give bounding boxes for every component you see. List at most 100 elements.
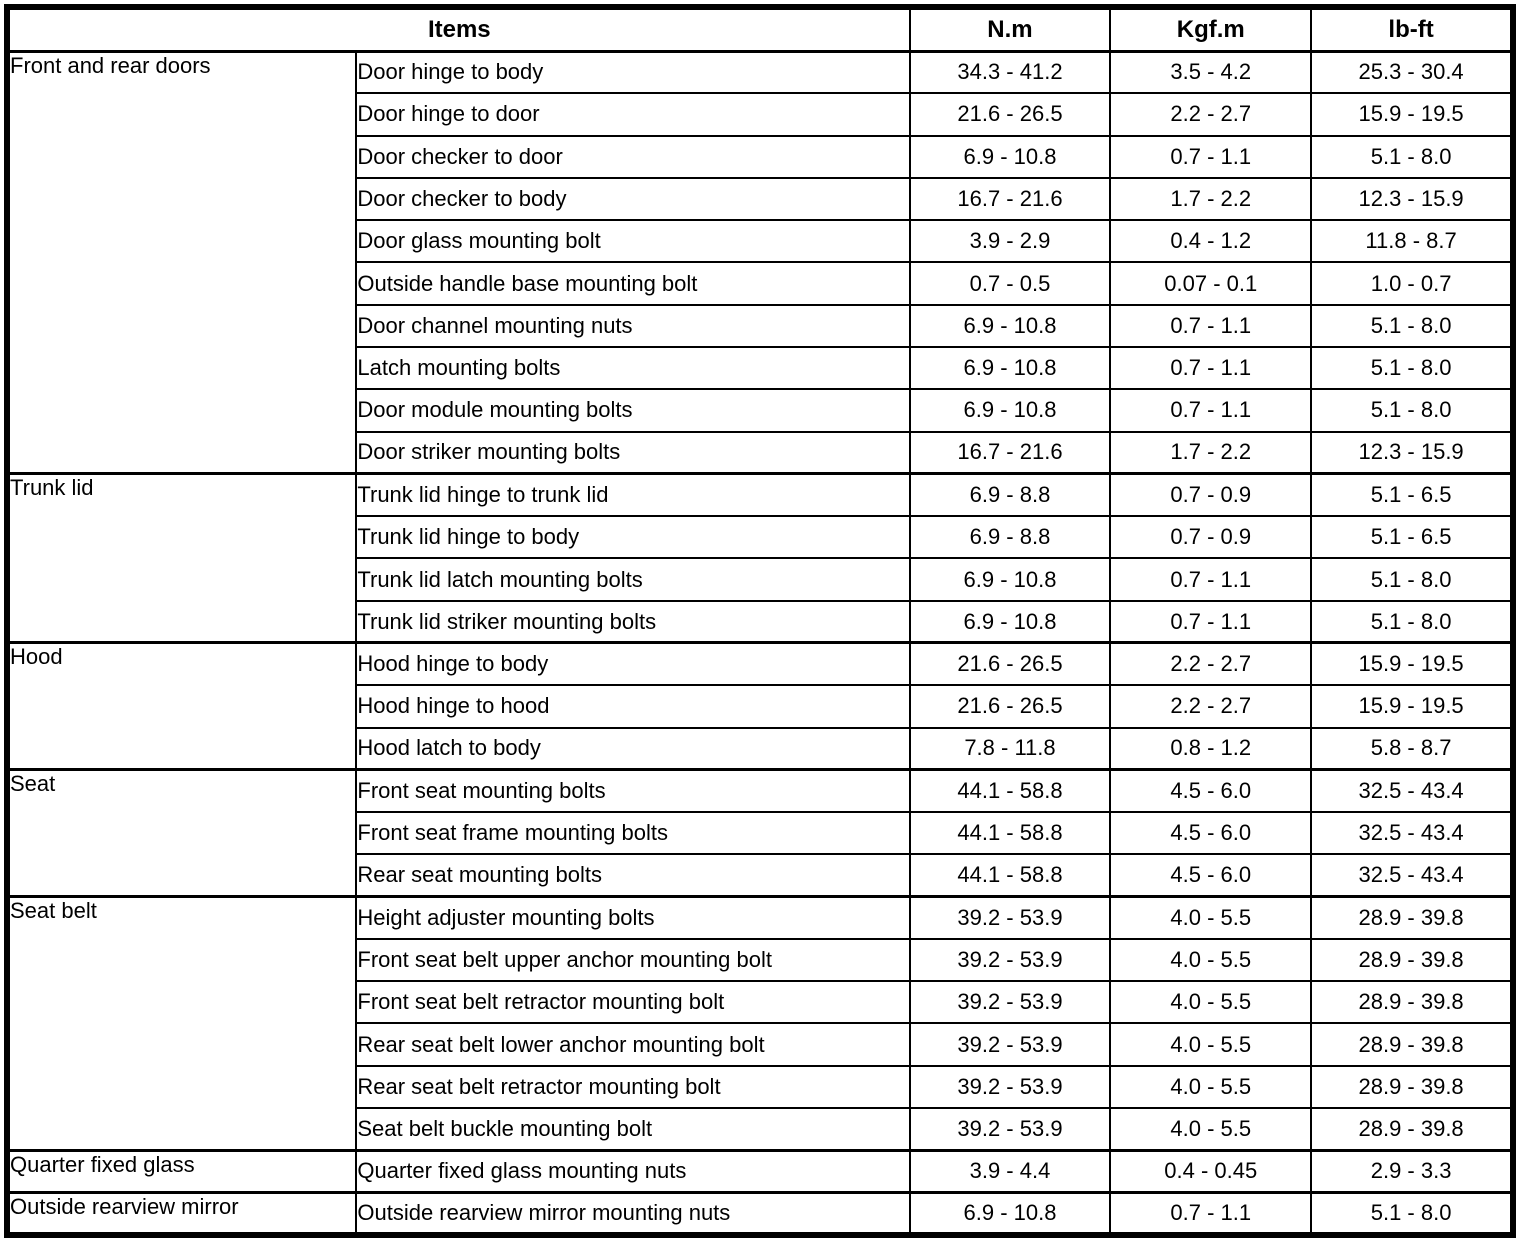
category-cell: Outside rearview mirror bbox=[5, 1191, 358, 1237]
item-cell: Door hinge to body bbox=[355, 49, 911, 95]
category-cell: Seat belt bbox=[5, 895, 358, 1152]
lbft-cell: 5.1 - 8.0 bbox=[1310, 303, 1514, 348]
lbft-cell: 15.9 - 19.5 bbox=[1310, 641, 1514, 687]
nm-cell: 6.9 - 10.8 bbox=[908, 303, 1112, 348]
item-cell: Latch mounting bolts bbox=[355, 345, 911, 391]
kgfm-cell: 4.5 - 6.0 bbox=[1109, 811, 1313, 856]
item-cell: Quarter fixed glass mounting nuts bbox=[355, 1148, 911, 1194]
kgfm-cell: 4.0 - 5.5 bbox=[1109, 1064, 1313, 1110]
table-row: Outside handle base mounting bolt 0.7 - 0… bbox=[7, 261, 1514, 306]
table-row: Seat Front seat mounting bolts 44.1 - 58.8… bbox=[5, 768, 1514, 898]
kgfm-cell: 4.0 - 5.5 bbox=[1109, 1022, 1313, 1067]
lbft-cell: 5.1 - 8.0 bbox=[1310, 1191, 1514, 1237]
kgfm-cell: 4.0 - 5.5 bbox=[1109, 937, 1313, 983]
item-cell: Seat belt buckle mounting bolt bbox=[355, 1107, 911, 1152]
item-cell: Rear seat mounting bolts bbox=[355, 853, 911, 898]
table-row: Door module mounting bolts 6.9 - 10.8 0.7 … bbox=[7, 388, 1514, 433]
lbft-cell: 32.5 - 43.4 bbox=[1310, 768, 1514, 814]
nm-cell: 39.2 - 53.9 bbox=[908, 895, 1112, 940]
lbft-cell: 28.9 - 39.8 bbox=[1310, 980, 1514, 1025]
nm-cell: 6.9 - 10.8 bbox=[908, 134, 1112, 179]
lbft-cell: 28.9 - 39.8 bbox=[1310, 895, 1514, 940]
item-cell: Trunk lid striker mounting bolts bbox=[355, 599, 911, 644]
item-cell: Outside handle base mounting bolt bbox=[355, 261, 911, 306]
kgfm-cell: 0.7 - 1.1 bbox=[1109, 134, 1313, 179]
table-row: Trunk lid latch mounting bolts 6.9 - 10.8… bbox=[7, 557, 1514, 602]
table-row: Front seat frame mounting bolts 44.1 - 58… bbox=[7, 811, 1514, 856]
table-row: Door channel mounting nuts 6.9 - 10.8 0.7 … bbox=[7, 303, 1514, 348]
category-cell: Seat bbox=[5, 768, 358, 898]
table-row: Door hinge to door 21.6 - 26.5 2.2 - 2.7 15… bbox=[7, 92, 1514, 137]
table-row: Seat belt buckle mounting bolt 39.2 - 53.… bbox=[7, 1107, 1514, 1152]
lbft-cell: 5.1 - 8.0 bbox=[1310, 388, 1514, 433]
item-cell: Front seat frame mounting bolts bbox=[355, 811, 911, 856]
item-cell: Door checker to body bbox=[355, 176, 911, 222]
lbft-cell: 15.9 - 19.5 bbox=[1310, 684, 1514, 729]
nm-cell: 39.2 - 53.9 bbox=[908, 1107, 1112, 1152]
nm-cell: 44.1 - 58.8 bbox=[908, 853, 1112, 898]
kgfm-cell: 0.7 - 1.1 bbox=[1109, 1191, 1313, 1237]
kgfm-cell: 3.5 - 4.2 bbox=[1109, 49, 1313, 95]
torque-spec-table: Items N.m Kgf.m lb-ft Front and rear doo… bbox=[4, 4, 1516, 1238]
category-cell: Quarter fixed glass bbox=[5, 1148, 358, 1194]
item-cell: Front seat mounting bolts bbox=[355, 768, 911, 814]
table-row: Rear seat belt lower anchor mounting bol… bbox=[7, 1022, 1514, 1067]
table-row: Hood hinge to hood 21.6 - 26.5 2.2 - 2.7 15… bbox=[7, 684, 1514, 729]
item-cell: Rear seat belt retractor mounting bolt bbox=[355, 1064, 911, 1110]
item-cell: Trunk lid hinge to body bbox=[355, 515, 911, 560]
header-lbft: lb-ft bbox=[1310, 6, 1514, 53]
nm-cell: 39.2 - 53.9 bbox=[908, 1064, 1112, 1110]
kgfm-cell: 0.7 - 1.1 bbox=[1109, 599, 1313, 644]
table-row: Trunk lid striker mounting bolts 6.9 - 10… bbox=[7, 599, 1514, 644]
nm-cell: 34.3 - 41.2 bbox=[908, 49, 1112, 95]
table-row: Latch mounting bolts 6.9 - 10.8 0.7 - 1.1 5… bbox=[7, 345, 1514, 391]
item-cell: Hood hinge to body bbox=[355, 641, 911, 687]
nm-cell: 39.2 - 53.9 bbox=[908, 1022, 1112, 1067]
table-row: Rear seat mounting bolts 44.1 - 58.8 4.5 -… bbox=[7, 853, 1514, 898]
lbft-cell: 11.8 - 8.7 bbox=[1310, 219, 1514, 264]
item-cell: Outside rearview mirror mounting nuts bbox=[355, 1191, 911, 1237]
item-cell: Door striker mounting bolts bbox=[355, 430, 911, 475]
lbft-cell: 5.8 - 8.7 bbox=[1310, 726, 1514, 771]
kgfm-cell: 0.07 - 0.1 bbox=[1109, 261, 1313, 306]
kgfm-cell: 0.7 - 1.1 bbox=[1109, 303, 1313, 348]
kgfm-cell: 4.5 - 6.0 bbox=[1109, 853, 1313, 898]
table-row: Door checker to door 6.9 - 10.8 0.7 - 1.1 5… bbox=[7, 134, 1514, 179]
nm-cell: 3.9 - 4.4 bbox=[908, 1148, 1112, 1194]
nm-cell: 6.9 - 8.8 bbox=[908, 515, 1112, 560]
nm-cell: 6.9 - 10.8 bbox=[908, 599, 1112, 644]
table-row: Front seat belt retractor mounting bolt 3… bbox=[7, 980, 1514, 1025]
table-header-row: Items N.m Kgf.m lb-ft bbox=[6, 6, 1514, 53]
item-cell: Door hinge to door bbox=[355, 92, 911, 137]
lbft-cell: 5.1 - 8.0 bbox=[1310, 599, 1514, 644]
category-cell: Hood bbox=[5, 641, 358, 771]
lbft-cell: 5.1 - 6.5 bbox=[1310, 515, 1514, 560]
nm-cell: 6.9 - 10.8 bbox=[908, 345, 1112, 391]
lbft-cell: 5.1 - 8.0 bbox=[1310, 557, 1514, 602]
kgfm-cell: 0.7 - 0.9 bbox=[1109, 515, 1313, 560]
nm-cell: 16.7 - 21.6 bbox=[908, 430, 1112, 475]
kgfm-cell: 0.4 - 0.45 bbox=[1109, 1148, 1313, 1194]
item-cell: Door module mounting bolts bbox=[355, 388, 911, 433]
kgfm-cell: 2.2 - 2.7 bbox=[1109, 684, 1313, 729]
nm-cell: 21.6 - 26.5 bbox=[908, 641, 1112, 687]
category-cell: Front and rear doors bbox=[5, 49, 358, 475]
lbft-cell: 32.5 - 43.4 bbox=[1310, 853, 1514, 898]
kgfm-cell: 0.4 - 1.2 bbox=[1109, 219, 1313, 264]
item-cell: Rear seat belt lower anchor mounting bol… bbox=[355, 1022, 911, 1067]
kgfm-cell: 1.7 - 2.2 bbox=[1109, 430, 1313, 475]
nm-cell: 6.9 - 10.8 bbox=[908, 557, 1112, 602]
lbft-cell: 12.3 - 15.9 bbox=[1310, 430, 1514, 475]
table-row: Hood Hood hinge to body 21.6 - 26.5 2.2 - 2… bbox=[5, 641, 1514, 771]
nm-cell: 6.9 - 10.8 bbox=[908, 1191, 1112, 1237]
table-row: Seat belt Height adjuster mounting bolts 3… bbox=[5, 895, 1514, 1152]
lbft-cell: 5.1 - 8.0 bbox=[1310, 134, 1514, 179]
table-row: Outside rearview mirror Outside rearview … bbox=[5, 1191, 1514, 1237]
nm-cell: 16.7 - 21.6 bbox=[908, 176, 1112, 222]
lbft-cell: 2.9 - 3.3 bbox=[1310, 1148, 1514, 1194]
lbft-cell: 28.9 - 39.8 bbox=[1310, 1022, 1514, 1067]
lbft-cell: 32.5 - 43.4 bbox=[1310, 811, 1514, 856]
table-row: Door striker mounting bolts 16.7 - 21.6 1.… bbox=[7, 430, 1514, 475]
table-row: Quarter fixed glass Quarter fixed glass m… bbox=[5, 1148, 1514, 1194]
